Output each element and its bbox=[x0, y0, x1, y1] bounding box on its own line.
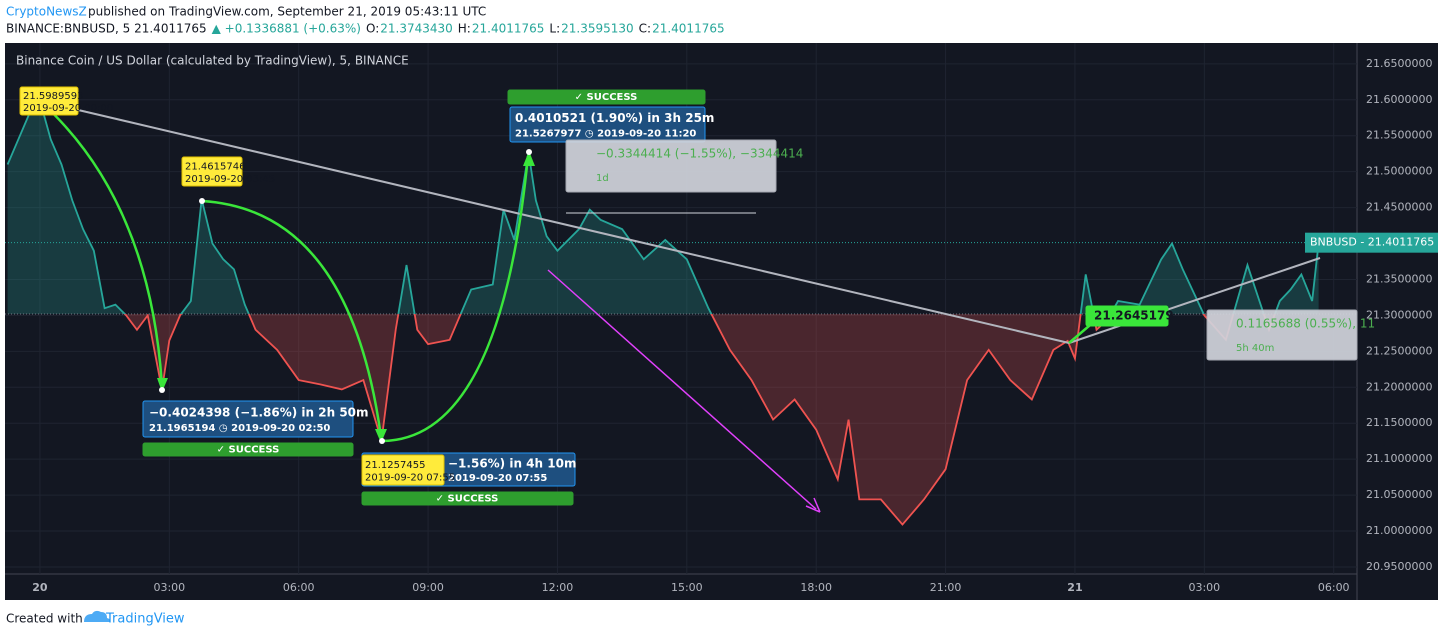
curved-arrow bbox=[381, 155, 530, 443]
y-tick-label: 21.3000000 bbox=[1366, 308, 1432, 321]
plot: BNBUSD - 21.4011765 bbox=[5, 98, 1438, 526]
annotation-box bbox=[181, 156, 243, 187]
y-tick-label: 21.6500000 bbox=[1366, 57, 1432, 70]
annotation-box bbox=[565, 139, 777, 193]
x-tick-label: 21:00 bbox=[930, 581, 962, 594]
published: published on TradingView.com, September … bbox=[88, 5, 486, 19]
x-tick-label: 06:00 bbox=[1318, 581, 1350, 594]
annotation-text: 21.5267977 ◷ 2019-09-20 11:20 bbox=[515, 128, 696, 139]
annotation-text: 21.5989593 bbox=[23, 91, 83, 102]
annotation-text: 2019-09-20 00:00 bbox=[23, 103, 113, 114]
annotation-text: ✓ SUCCESS bbox=[575, 92, 638, 103]
y-tick-label: 21.5000000 bbox=[1366, 165, 1432, 178]
point bbox=[199, 198, 205, 204]
annotation-text: 21.1257455 bbox=[365, 460, 425, 471]
y-tick-label: 21.1000000 bbox=[1366, 452, 1432, 465]
quote-part: 21.4011765 bbox=[472, 22, 545, 36]
last-price-box bbox=[1305, 232, 1438, 253]
x-tick-label: 21 bbox=[1067, 581, 1082, 594]
quote-part: 21.3743430 bbox=[380, 22, 453, 36]
y-tick-label: 21.2500000 bbox=[1366, 344, 1432, 357]
annotation-box bbox=[142, 442, 354, 457]
quote-part: C: bbox=[639, 22, 651, 36]
x-tick-label: 15:00 bbox=[671, 581, 703, 594]
annotation-text: 2019-09-20 07:55 bbox=[448, 473, 547, 484]
y-tick-label: 21.3500000 bbox=[1366, 272, 1432, 285]
annotation-text: 21.4615746 bbox=[185, 162, 245, 173]
publisher: CryptoNewsZ bbox=[6, 5, 87, 19]
annotation-text: 2019-09-20 07:55 bbox=[365, 473, 455, 484]
annotation-text: 0.1165688 (0.55%), 11 bbox=[1236, 317, 1375, 331]
point bbox=[379, 438, 385, 444]
y-tick-label: 21.2000000 bbox=[1366, 380, 1432, 393]
annotation-box bbox=[1206, 309, 1358, 361]
quote-part: L: bbox=[549, 22, 560, 36]
quote: BINANCE:BNBUSD, 5 21.4011765 ▲ +0.1336881… bbox=[6, 22, 725, 36]
x-tick-label: 09:00 bbox=[412, 581, 444, 594]
y-tick-label: 21.1500000 bbox=[1366, 416, 1432, 429]
trend-line bbox=[39, 100, 1070, 344]
quote-part: O: bbox=[366, 22, 379, 36]
quote-part: ▲ +0.1336881 (+0.63%) bbox=[212, 22, 361, 36]
point bbox=[159, 387, 165, 393]
arrow-head bbox=[805, 497, 821, 513]
x-tick-label: 20 bbox=[32, 581, 48, 594]
annotation-text: −0.4024398 (−1.86%) in 2h 50m bbox=[149, 405, 369, 419]
arrow bbox=[547, 269, 817, 510]
last-price-label: BNBUSD - 21.4011765 bbox=[1310, 236, 1434, 249]
annotation-text: 0.4010521 (1.90%) in 3h 25m bbox=[515, 111, 714, 125]
y-tick-label: 21.6000000 bbox=[1366, 93, 1432, 106]
x-tick-label: 06:00 bbox=[283, 581, 315, 594]
annotation-text: 2019-09-20 03:45 bbox=[185, 174, 275, 185]
annotation-text: −0.3344414 (−1.55%), −3344414 bbox=[596, 147, 803, 161]
annotation-box bbox=[361, 491, 574, 506]
footer-text: Created with bbox=[6, 612, 83, 626]
annotation-text: ✓ SUCCESS bbox=[436, 494, 499, 505]
drawings bbox=[37, 98, 1321, 513]
quote-part: 21.3595130 bbox=[561, 22, 634, 36]
x-tick-label: 12:00 bbox=[542, 581, 574, 594]
x-tick-label: 03:00 bbox=[1188, 581, 1220, 594]
annotation-text: 21.2645179 bbox=[1094, 309, 1174, 323]
chart-title: Binance Coin / US Dollar (calculated by … bbox=[16, 54, 409, 68]
annotation-box bbox=[361, 454, 445, 486]
trend-line bbox=[1068, 257, 1321, 344]
y-tick-label: 21.0500000 bbox=[1366, 488, 1432, 501]
annotation-text: 21.1965194 ◷ 2019-09-20 02:50 bbox=[149, 423, 330, 434]
quote-part: H: bbox=[458, 22, 471, 36]
annotation-box bbox=[142, 400, 354, 438]
x-tick-label: 03:00 bbox=[153, 581, 185, 594]
curved-arrow bbox=[39, 100, 164, 387]
annotation-text: 5h 40m bbox=[1236, 343, 1274, 354]
x-tick-label: 18:00 bbox=[800, 581, 832, 594]
y-tick-label: 21.4500000 bbox=[1366, 201, 1432, 214]
annotation-text: ✓ SUCCESS bbox=[217, 445, 280, 456]
quote-part: 21.4011765 bbox=[652, 22, 725, 36]
quote-part: BINANCE:BNBUSD, 5 21.4011765 bbox=[6, 22, 207, 36]
annotation-box bbox=[507, 89, 706, 105]
annotation-text: 1d bbox=[596, 173, 609, 184]
y-tick-label: 21.5500000 bbox=[1366, 129, 1432, 142]
annotation-text: −1.56%) in 4h 10m bbox=[448, 456, 576, 470]
y-tick-label: 21.0000000 bbox=[1366, 524, 1432, 537]
logo bbox=[84, 610, 111, 622]
curved-arrow bbox=[201, 199, 383, 438]
point bbox=[526, 149, 532, 155]
area-fill bbox=[7, 100, 1319, 525]
brand: TradingView bbox=[105, 612, 185, 627]
annotation-box bbox=[19, 86, 79, 116]
y-tick-label: 20.9500000 bbox=[1366, 560, 1432, 573]
annotation-box bbox=[1085, 305, 1169, 327]
